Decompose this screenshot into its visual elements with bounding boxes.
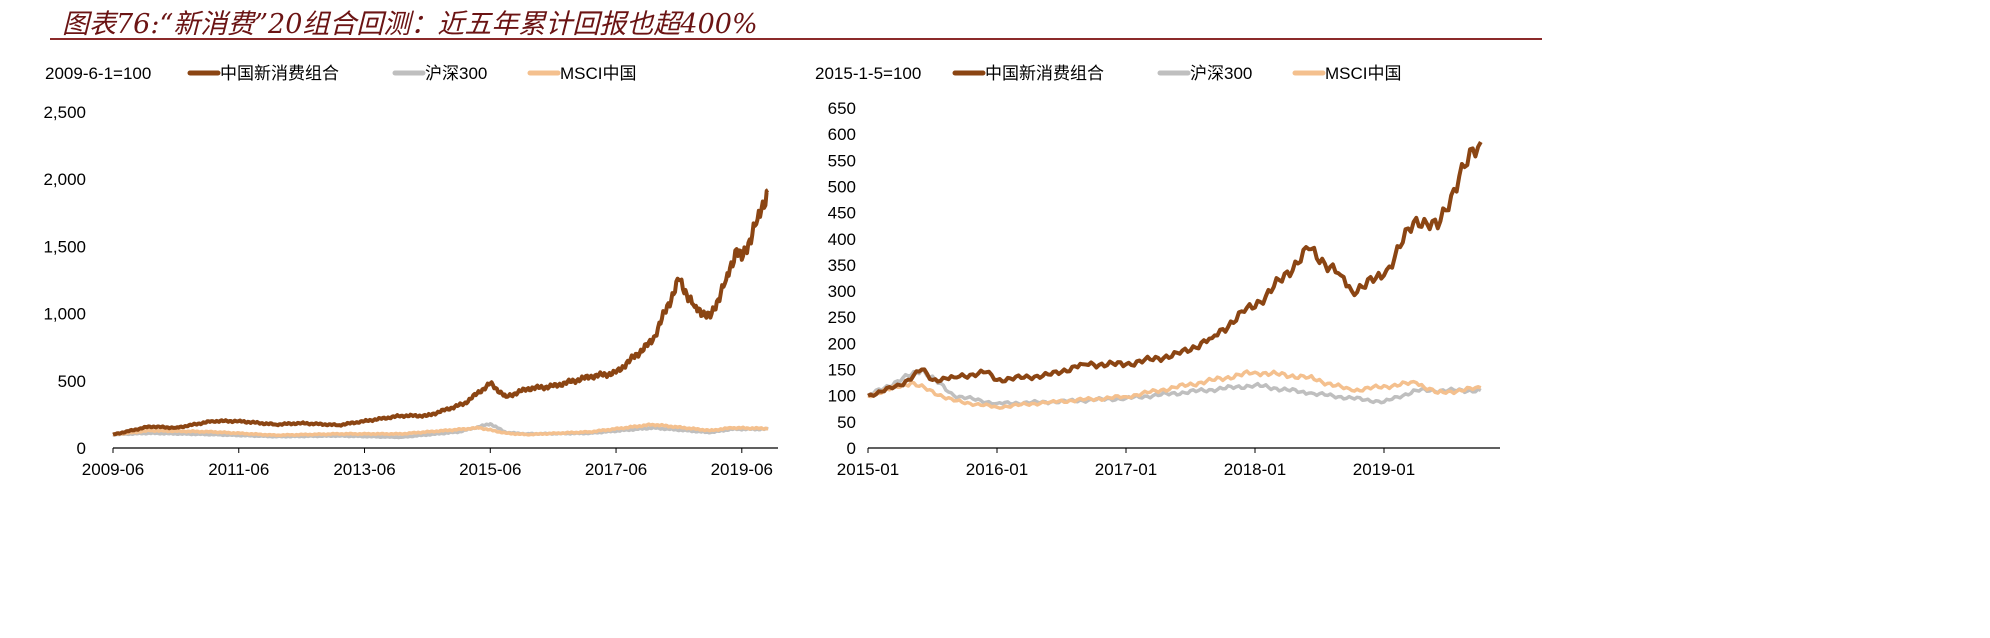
y-tick-label: 650	[828, 99, 856, 118]
legend-label: 沪深300	[425, 64, 487, 83]
y-tick-label: 500	[58, 372, 86, 391]
y-tick-label: 350	[828, 256, 856, 275]
legend-label: 中国新消费组合	[985, 64, 1104, 83]
x-tick-label: 2017-06	[585, 460, 647, 479]
y-tick-label: 200	[828, 334, 856, 353]
y-tick-label: 2,000	[43, 170, 86, 189]
y-tick-label: 550	[828, 151, 856, 170]
y-tick-label: 450	[828, 204, 856, 223]
y-tick-label: 50	[837, 413, 856, 432]
y-tick-label: 100	[828, 387, 856, 406]
x-tick-label: 2011-06	[208, 460, 269, 479]
chart-panel-1: 2009-6-1=100 中国新消费组合 沪深300 MSCI中国 0 500 1,000 1…	[43, 64, 778, 479]
x-tick-label: 2019-06	[711, 460, 773, 479]
x-tick-label: 2015-06	[459, 460, 521, 479]
series-line-hs300	[867, 367, 1482, 407]
x-tick-label: 2017-01	[1095, 460, 1157, 479]
series-line-portfolio	[112, 188, 770, 437]
series-line-hs300	[112, 422, 769, 440]
y-tick-label: 1,500	[43, 237, 86, 256]
figure-title: 图表76:“新消费”20组合回测：近五年累计回报也超400%	[62, 9, 758, 40]
series-line-msci	[112, 422, 769, 438]
legend-base-label: 2015-1-5=100	[815, 64, 921, 83]
series-line-portfolio	[867, 141, 1483, 398]
y-tick-label: 0	[847, 439, 856, 458]
x-tick-label: 2016-01	[966, 460, 1028, 479]
legend-label: 中国新消费组合	[220, 64, 339, 83]
legend-base-label: 2009-6-1=100	[45, 64, 151, 83]
y-tick-label: 0	[77, 439, 86, 458]
title-divider	[50, 38, 1542, 40]
y-tick-label: 500	[828, 177, 856, 196]
x-tick-label: 2009-06	[82, 460, 144, 479]
legend-label: MSCI中国	[1325, 64, 1402, 83]
y-tick-label: 300	[828, 282, 856, 301]
y-tick-label: 150	[828, 361, 856, 380]
legend-label: MSCI中国	[560, 64, 637, 83]
y-tick-label: 1,000	[43, 305, 86, 324]
y-tick-label: 600	[828, 125, 856, 144]
x-tick-label: 2013-06	[333, 460, 395, 479]
x-tick-label: 2015-01	[837, 460, 899, 479]
x-tick-label: 2018-01	[1224, 460, 1286, 479]
x-tick-label: 2019-01	[1353, 460, 1415, 479]
y-tick-label: 250	[828, 308, 856, 327]
series-line-msci	[867, 369, 1482, 410]
legend-label: 沪深300	[1190, 64, 1252, 83]
y-tick-label: 2,500	[43, 103, 86, 122]
chart-panel-2: 2015-1-5=100 中国新消费组合 沪深300 MSCI中国 0 50 100 150 2…	[815, 64, 1500, 479]
y-tick-label: 400	[828, 230, 856, 249]
